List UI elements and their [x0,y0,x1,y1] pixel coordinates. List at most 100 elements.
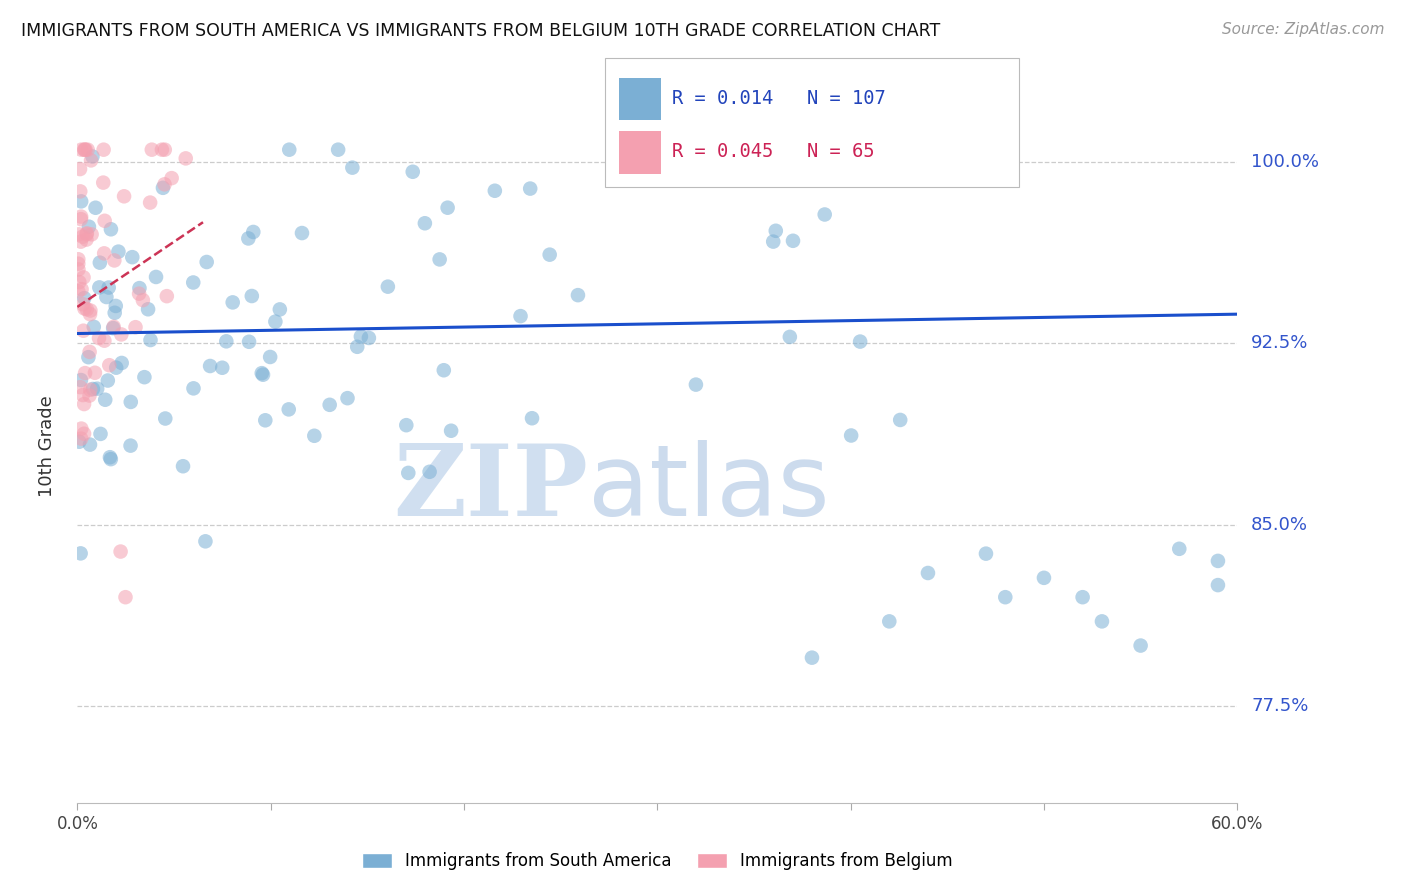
Point [1129,639,1152,653]
Point [72,324,94,338]
Point [67,262,90,277]
Point [326,143,349,157]
Point [304,429,326,443]
Point [75,143,97,157]
Point [94,392,117,407]
Point [440,424,463,438]
Point [269,302,291,317]
Point [79,437,101,451]
Point [685,377,707,392]
Point [737,153,759,167]
Point [779,330,801,344]
Point [104,306,127,320]
Point [70,282,93,296]
Point [277,402,299,417]
Point [76,227,98,242]
Point [82,382,104,396]
Point [801,650,824,665]
Point [93,246,115,260]
Point [211,360,233,375]
Point [762,235,785,249]
Point [77,350,100,364]
Point [538,247,561,261]
Point [195,255,218,269]
Point [1168,541,1191,556]
Point [72,388,94,402]
Point [765,224,787,238]
Point [141,143,163,157]
Point [396,466,419,480]
Point [67,285,90,299]
Point [69,235,91,249]
Point [76,302,98,317]
Point [72,270,94,285]
Point [238,231,260,245]
Point [89,426,111,441]
Point [72,297,94,311]
Point [107,244,129,259]
Point [93,143,115,157]
Point [419,465,441,479]
Point [79,307,101,321]
Point [194,534,217,549]
Point [73,426,96,441]
Point [67,257,90,271]
Text: R = 0.045   N = 65: R = 0.045 N = 65 [672,142,875,161]
Point [433,363,456,377]
Point [86,382,108,396]
Point [98,450,121,465]
Point [181,276,204,290]
Point [877,615,901,629]
Point [172,459,194,474]
Point [73,143,96,157]
Text: 85.0%: 85.0% [1251,516,1308,533]
Point [93,334,115,348]
Point [318,398,340,412]
Point [342,161,364,175]
Point [136,302,159,317]
Point [567,288,589,302]
Point [346,340,368,354]
Point [350,329,373,343]
Point [70,194,93,209]
Text: 92.5%: 92.5% [1251,334,1309,352]
Text: ZIP: ZIP [392,441,588,537]
Point [80,153,103,168]
Legend: Immigrants from South America, Immigrants from Belgium: Immigrants from South America, Immigrant… [356,846,959,877]
Point [76,226,98,240]
Point [104,299,127,313]
Point [67,227,90,242]
Point [76,143,98,157]
Point [70,421,93,435]
Point [75,233,97,247]
Point [67,252,90,267]
Point [1206,554,1229,568]
Point [128,286,150,301]
Point [436,201,458,215]
Point [1071,590,1094,604]
Point [259,350,281,364]
Point [79,303,101,318]
Point [112,189,135,203]
Point [174,152,197,166]
Point [889,413,911,427]
Point [153,143,176,157]
Point [402,165,425,179]
Point [128,281,150,295]
Point [395,418,418,433]
Point [110,544,132,558]
Point [73,301,96,316]
Point [101,321,124,335]
Point [132,293,155,307]
Point [139,333,162,347]
Point [484,184,506,198]
Point [73,397,96,411]
Point [994,590,1017,604]
Point [69,546,91,560]
Point [150,143,173,157]
Point [145,269,167,284]
Point [70,212,93,227]
Point [839,428,862,442]
Point [238,334,260,349]
Point [70,210,93,224]
